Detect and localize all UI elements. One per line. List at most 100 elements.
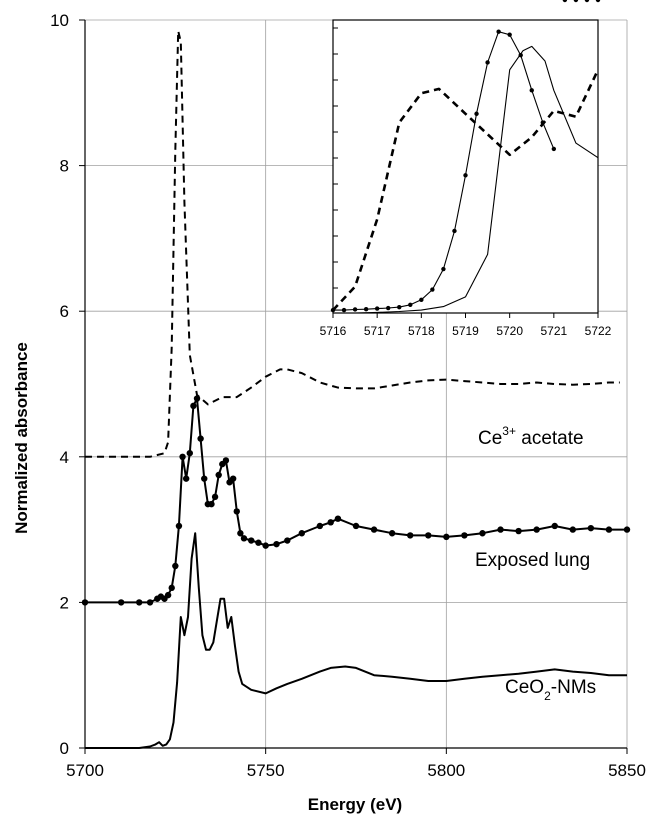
- series-data-point: [240, 535, 248, 542]
- series-data-point: [605, 526, 613, 533]
- series-data-point: [190, 402, 197, 410]
- inset-series-data-point: [452, 228, 457, 234]
- series-data-point: [352, 522, 360, 530]
- series-data-point: [407, 532, 414, 539]
- series-data-point: [334, 515, 342, 522]
- inset-series-data-point: [363, 306, 369, 312]
- series-data-point: [208, 500, 215, 508]
- plot-frame: [84, 20, 627, 749]
- inset-series-data-point: [540, 120, 545, 125]
- series-data-point: [136, 599, 143, 606]
- inset-series-data-point: [408, 302, 413, 307]
- series-data-point: [569, 526, 576, 533]
- inset-series-data-point: [386, 305, 391, 311]
- series-data-point: [497, 526, 504, 533]
- y-tick-label: 8: [60, 157, 69, 176]
- series-data-point: [515, 527, 522, 535]
- inset-series-data-point: [584, 0, 590, 3]
- inset-x-tick-label: 5718: [408, 324, 435, 338]
- series-label-acetate: Ce3+ acetate: [478, 424, 584, 449]
- series-solid-line: [85, 532, 627, 749]
- series-data-point: [172, 562, 179, 570]
- series-data-point: [179, 453, 186, 460]
- inset-series-data-point: [507, 32, 512, 37]
- series-data-point: [215, 471, 222, 479]
- inset-x-tick-label: 5722: [585, 324, 612, 338]
- x-tick-label: 5800: [427, 761, 465, 780]
- inset-x-tick-label: 5719: [452, 324, 479, 338]
- inset-series-solid-line: [333, 45, 599, 314]
- x-tick-label: 5750: [247, 761, 285, 780]
- series-data-point: [117, 599, 125, 606]
- series-data-point: [533, 526, 540, 533]
- inset-series-data-point: [551, 146, 557, 152]
- inset-x-tick-label: 5716: [320, 324, 347, 338]
- series-label-ceo2-nms: CeO2-NMs: [505, 677, 596, 703]
- series-data-point: [168, 584, 175, 592]
- inset-x-tick-label: 5720: [496, 324, 523, 338]
- inset-x-tick-label: 5721: [540, 324, 567, 338]
- series-data-point: [262, 542, 269, 549]
- series-data-point: [164, 591, 172, 599]
- series-data-point: [201, 475, 208, 482]
- inset-series-data-point: [419, 297, 424, 303]
- series-data-point: [479, 530, 486, 537]
- inset-series-dashed-line: [332, 69, 600, 311]
- y-tick-label: 2: [60, 593, 69, 612]
- y-tick-label: 10: [50, 11, 69, 30]
- series-data-point: [211, 493, 219, 501]
- y-tick-label: 0: [60, 739, 69, 758]
- series-dashed-line: [85, 29, 620, 458]
- series-data-point: [298, 530, 305, 537]
- series-data-point: [237, 530, 244, 537]
- series-data-point: [388, 530, 396, 537]
- series-data-point: [587, 524, 595, 532]
- inset-series-data-point: [341, 307, 347, 313]
- inset-series-data-point: [496, 29, 501, 34]
- series-data-point: [175, 522, 183, 530]
- inset-series-data-point: [595, 0, 601, 3]
- series-data-point: [551, 522, 558, 530]
- inset-series-data-point: [529, 88, 534, 93]
- series-data-point: [197, 435, 204, 442]
- series-data-point: [233, 508, 240, 515]
- series-data-point: [146, 599, 154, 606]
- series-data-point: [182, 475, 190, 482]
- inset-series-data-point: [352, 307, 358, 312]
- series-data-point: [186, 449, 193, 457]
- series-data-point: [370, 526, 378, 533]
- inset-frame: [332, 19, 599, 314]
- series-label-exposed-lung: Exposed lung: [475, 550, 590, 571]
- series-data-point: [623, 526, 631, 533]
- series-data-point: [443, 533, 450, 541]
- inset-series-data-point: [463, 173, 468, 178]
- series-data-point: [327, 519, 334, 526]
- y-tick-label: 4: [60, 448, 69, 467]
- inset-series-data-point: [562, 0, 568, 3]
- x-tick-label: 5850: [608, 761, 646, 780]
- inset-plot: 5716 5717 5718 5719 5720 5721 5722: [320, 0, 612, 338]
- inset-series-data-point: [397, 304, 402, 310]
- series-data-point: [461, 532, 468, 539]
- x-tick-label: 5700: [66, 761, 104, 780]
- series-group: [81, 29, 631, 749]
- y-axis-title: Normalized absorbance: [12, 342, 31, 534]
- inset-series-data-point: [441, 266, 446, 272]
- inset-series-data-point: [485, 60, 490, 65]
- x-axis-title: Energy (eV): [308, 795, 402, 814]
- series-data-point: [273, 540, 280, 548]
- inset-background: [333, 20, 598, 313]
- inset-series-data-point: [374, 306, 380, 311]
- series-data-point: [316, 522, 324, 530]
- inset-series-data-point: [474, 111, 479, 116]
- series-data-point: [222, 457, 230, 464]
- series-data-point: [255, 539, 262, 546]
- inset-series-data-point: [430, 287, 435, 292]
- series-data-point: [425, 532, 432, 539]
- series-data-point: [248, 537, 255, 544]
- y-tick-label: 6: [60, 302, 69, 321]
- series-data-point: [229, 475, 237, 482]
- inset-x-tick-label: 5717: [364, 324, 391, 338]
- series-data-point: [284, 537, 291, 544]
